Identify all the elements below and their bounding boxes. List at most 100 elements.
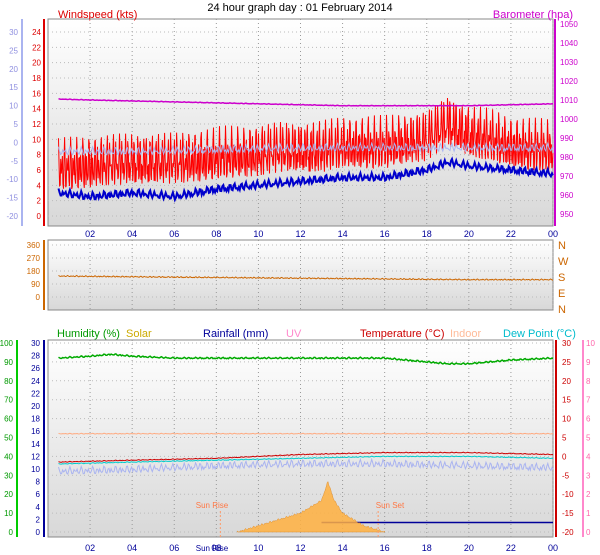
rainfall-label: Rainfall (mm) bbox=[203, 328, 268, 340]
axis-tick-label: 10 bbox=[562, 415, 571, 424]
series-line bbox=[58, 97, 554, 107]
axis-tick-label: 20 bbox=[4, 490, 13, 499]
axis-tick-label: 25 bbox=[9, 46, 18, 55]
dew-point-label: Dew Point (°C) bbox=[503, 328, 576, 340]
axis-tick-label: 4 bbox=[37, 181, 42, 190]
uv-label: UV bbox=[286, 328, 302, 340]
axis-tick-label: 30 bbox=[31, 339, 40, 348]
axis-tick-label: 4 bbox=[36, 503, 41, 512]
x-tick-label: 18 bbox=[422, 543, 432, 553]
axis-tick-label: 960 bbox=[560, 191, 574, 200]
axis-tick-label: 0 bbox=[36, 528, 41, 537]
axis-tick-label: 0 bbox=[14, 138, 19, 147]
axis-tick-label: 24 bbox=[31, 377, 40, 386]
axis-tick-label: S bbox=[558, 272, 565, 284]
x-tick-label: 22 bbox=[506, 229, 516, 239]
axis-tick-label: 90 bbox=[31, 280, 40, 289]
series-line bbox=[58, 141, 554, 156]
axis-tick-label: 20 bbox=[31, 402, 40, 411]
temperature-label: Temperature (°C) bbox=[360, 328, 444, 340]
axis-tick-label: 180 bbox=[27, 267, 41, 276]
panel-wind-direction bbox=[47, 239, 554, 311]
axis-tick-label: 1050 bbox=[560, 20, 578, 29]
axis-tick-label: 30 bbox=[4, 471, 13, 480]
axis-tick-label: 8 bbox=[586, 377, 591, 386]
axis-tick-label: 1020 bbox=[560, 77, 578, 86]
axis-tick-label: 6 bbox=[586, 415, 591, 424]
x-tick-label: 20 bbox=[464, 229, 474, 239]
x-tick-label: 08 bbox=[211, 229, 221, 239]
axis-tick-label: 12 bbox=[31, 452, 40, 461]
axis-tick-label: 990 bbox=[560, 134, 574, 143]
x-tick-label: 10 bbox=[253, 543, 263, 553]
series-line bbox=[58, 432, 554, 435]
x-tick-label: 04 bbox=[127, 543, 137, 553]
x-tick-label: 02 bbox=[85, 229, 95, 239]
axis-tick-label: -10 bbox=[6, 175, 18, 184]
x-tick-label: 16 bbox=[380, 543, 390, 553]
axis-tick-label: 20 bbox=[9, 65, 18, 74]
panel1-series bbox=[57, 97, 554, 203]
axis-tick-label: 5 bbox=[562, 434, 567, 443]
axis-tick-label: 1010 bbox=[560, 96, 578, 105]
indoor-label: Indoor bbox=[450, 328, 482, 340]
axis-tick-label: 2 bbox=[586, 490, 591, 499]
axis-tick-label: W bbox=[558, 256, 569, 268]
axis-tick-label: 6 bbox=[36, 490, 41, 499]
axis-tick-label: 10 bbox=[4, 509, 13, 518]
windspeed-label: Windspeed (kts) bbox=[58, 9, 137, 21]
axis-tick-label: 10 bbox=[32, 135, 41, 144]
axis-tick-label: 25 bbox=[562, 358, 571, 367]
barometer-label: Barometer (hpa) bbox=[493, 9, 573, 21]
axis-tick-label: -20 bbox=[6, 212, 18, 221]
x-tick-label: 02 bbox=[85, 543, 95, 553]
series-line bbox=[58, 451, 554, 463]
axis-tick-label: 1040 bbox=[560, 39, 578, 48]
axis-tick-label: 18 bbox=[31, 415, 40, 424]
axis-tick-label: 12 bbox=[32, 120, 41, 129]
axis-tick-label: 22 bbox=[31, 389, 40, 398]
series-line bbox=[58, 455, 554, 465]
axis-tick-label: 4 bbox=[586, 452, 591, 461]
axis-tick-label: 0 bbox=[562, 452, 567, 461]
axis-tick-label: 10 bbox=[9, 102, 18, 111]
axis-tick-label: 0 bbox=[37, 212, 42, 221]
panel2-grid bbox=[48, 240, 554, 310]
axis-tick-label: 8 bbox=[36, 478, 41, 487]
axis-tick-label: 30 bbox=[9, 28, 18, 37]
x-tick-label: 06 bbox=[169, 229, 179, 239]
axis-tick-label: -15 bbox=[6, 194, 18, 203]
axis-tick-label: 60 bbox=[4, 415, 13, 424]
axis-tick-label: 28 bbox=[31, 352, 40, 361]
axis-tick-label: 20 bbox=[32, 59, 41, 68]
x-tick-label: 22 bbox=[506, 543, 516, 553]
axis-tick-label: 16 bbox=[32, 89, 41, 98]
sun-rise-label: Sun Rise bbox=[196, 501, 229, 510]
x-tick-label: 12 bbox=[295, 229, 305, 239]
sun-set-label: Sun Set bbox=[376, 501, 405, 510]
series-area bbox=[237, 481, 385, 533]
axis-tick-label: 18 bbox=[32, 74, 41, 83]
axis-tick-label: N bbox=[558, 304, 566, 316]
axis-tick-label: 50 bbox=[4, 434, 13, 443]
axis-tick-label: 100 bbox=[0, 339, 14, 348]
axis-tick-label: 24 bbox=[32, 28, 41, 37]
panel3-series bbox=[58, 353, 554, 537]
axis-tick-label: 9 bbox=[586, 358, 591, 367]
humidity-label: Humidity (%) bbox=[57, 328, 120, 340]
axis-tick-label: 15 bbox=[9, 83, 18, 92]
axis-tick-label: 5 bbox=[586, 434, 591, 443]
x-tick-label: 06 bbox=[169, 543, 179, 553]
axis-tick-label: 970 bbox=[560, 172, 574, 181]
x-tick-label: 16 bbox=[380, 229, 390, 239]
x-tick-label: 20 bbox=[464, 543, 474, 553]
axis-tick-label: 40 bbox=[4, 452, 13, 461]
x-tick-label: 04 bbox=[127, 229, 137, 239]
axis-tick-label: 16 bbox=[31, 427, 40, 436]
series-line bbox=[58, 457, 554, 475]
panel3-axes: 1009080706050403020100302826242220181614… bbox=[0, 339, 595, 553]
panel-temperature-humidity bbox=[47, 339, 554, 538]
sun-rise-tick-label: Sun Rise bbox=[196, 544, 229, 553]
x-tick-label: 14 bbox=[338, 543, 348, 553]
